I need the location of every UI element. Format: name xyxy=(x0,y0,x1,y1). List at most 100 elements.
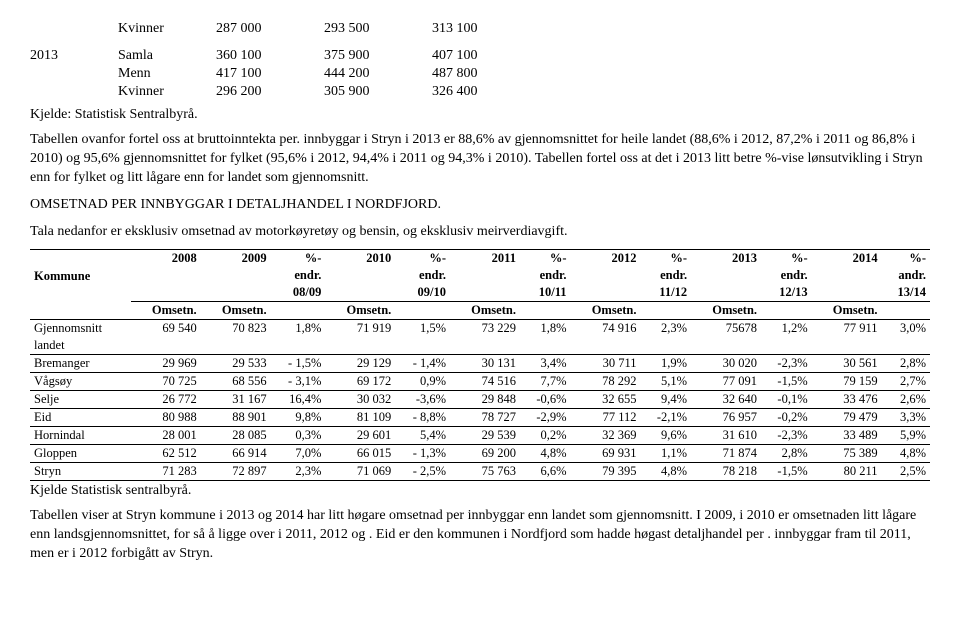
cell: - 2,5% xyxy=(395,463,450,481)
paragraph-1: Tabellen ovanfor fortel oss at bruttoinn… xyxy=(30,131,930,188)
cell: 375 900 xyxy=(324,38,432,65)
cell: 76 957 xyxy=(691,409,761,427)
cell: 77 112 xyxy=(571,409,641,427)
th: %- xyxy=(520,250,571,268)
row-name: Eid xyxy=(30,409,131,427)
cell: 80 211 xyxy=(812,463,882,481)
cell: 4,8% xyxy=(641,463,692,481)
th: 09/10 xyxy=(395,284,450,302)
cell: 78 218 xyxy=(691,463,761,481)
cell: 29 129 xyxy=(325,355,395,373)
cell: 29 533 xyxy=(201,355,271,373)
cell: -0,1% xyxy=(761,391,812,409)
th: 13/14 xyxy=(882,284,930,302)
cell xyxy=(30,83,118,101)
th: 12/13 xyxy=(761,284,812,302)
cell: Kvinner xyxy=(118,20,216,38)
cell: 1,9% xyxy=(641,355,692,373)
cell: 66 015 xyxy=(325,445,395,463)
cell: 66 914 xyxy=(201,445,271,463)
th: Omsetn. xyxy=(201,302,271,320)
th: 2009 xyxy=(201,250,271,268)
cell: 32 369 xyxy=(571,427,641,445)
cell: -1,5% xyxy=(761,463,812,481)
cell: 28 085 xyxy=(201,427,271,445)
cell: 32 655 xyxy=(571,391,641,409)
cell: 313 100 xyxy=(432,20,540,38)
cell: 79 395 xyxy=(571,463,641,481)
cell: 287 000 xyxy=(216,20,324,38)
cell: 71 874 xyxy=(691,445,761,463)
th: Omsetn. xyxy=(325,302,395,320)
cell: 77 911 xyxy=(812,320,882,338)
th: %- xyxy=(395,250,450,268)
cell: 68 556 xyxy=(201,373,271,391)
cell: 417 100 xyxy=(216,65,324,83)
th: endr. xyxy=(761,267,812,284)
cell: 2,8% xyxy=(882,355,930,373)
cell: 360 100 xyxy=(216,38,324,65)
cell: 5,9% xyxy=(882,427,930,445)
section-heading: OMSETNAD PER INNBYGGAR I DETALJHANDEL I … xyxy=(30,196,930,215)
cell: 29 848 xyxy=(450,391,520,409)
cell: 73 229 xyxy=(450,320,520,338)
cell: 6,6% xyxy=(520,463,571,481)
cell: 88 901 xyxy=(201,409,271,427)
cell: - 8,8% xyxy=(395,409,450,427)
th: %- xyxy=(641,250,692,268)
row-name: Bremanger xyxy=(30,355,131,373)
cell: - 1,5% xyxy=(271,355,326,373)
cell: 293 500 xyxy=(324,20,432,38)
row-name: Gloppen xyxy=(30,445,131,463)
row-name: Selje xyxy=(30,391,131,409)
cell: 326 400 xyxy=(432,83,540,101)
cell: 30 020 xyxy=(691,355,761,373)
cell: 30 711 xyxy=(571,355,641,373)
th: 10/11 xyxy=(520,284,571,302)
cell: 69 172 xyxy=(325,373,395,391)
cell: 74 516 xyxy=(450,373,520,391)
cell: 29 601 xyxy=(325,427,395,445)
cell: -1,5% xyxy=(761,373,812,391)
cell: 33 476 xyxy=(812,391,882,409)
cell: 2,5% xyxy=(882,463,930,481)
cell: 69 931 xyxy=(571,445,641,463)
cell: 71 069 xyxy=(325,463,395,481)
cell: 69 540 xyxy=(131,320,201,338)
cell: 2013 xyxy=(30,38,118,65)
cell: 1,5% xyxy=(395,320,450,338)
cell: 26 772 xyxy=(131,391,201,409)
th: 08/09 xyxy=(271,284,326,302)
cell: 2,6% xyxy=(882,391,930,409)
th: endr. xyxy=(395,267,450,284)
cell: 7,7% xyxy=(520,373,571,391)
cell: 487 800 xyxy=(432,65,540,83)
th: %- xyxy=(882,250,930,268)
cell: 30 561 xyxy=(812,355,882,373)
cell: 0,2% xyxy=(520,427,571,445)
cell xyxy=(30,65,118,83)
cell: 2,7% xyxy=(882,373,930,391)
cell: -2,3% xyxy=(761,355,812,373)
cell: 29 539 xyxy=(450,427,520,445)
cell: 80 988 xyxy=(131,409,201,427)
cell: 72 897 xyxy=(201,463,271,481)
th: Omsetn. xyxy=(131,302,201,320)
cell: Samla xyxy=(118,38,216,65)
cell: 70 725 xyxy=(131,373,201,391)
th: 2013 xyxy=(691,250,761,268)
cell: 7,0% xyxy=(271,445,326,463)
th: endr. xyxy=(641,267,692,284)
cell: 70 823 xyxy=(201,320,271,338)
th: 2012 xyxy=(571,250,641,268)
cell: -0,2% xyxy=(761,409,812,427)
cell: 29 969 xyxy=(131,355,201,373)
cell: 31 167 xyxy=(201,391,271,409)
row-name: Vågsøy xyxy=(30,373,131,391)
th: 2011 xyxy=(450,250,520,268)
paragraph-3: Tabellen viser at Stryn kommune i 2013 o… xyxy=(30,507,930,564)
th: Omsetn. xyxy=(571,302,641,320)
cell: 1,8% xyxy=(520,320,571,338)
cell: 79 159 xyxy=(812,373,882,391)
cell: 62 512 xyxy=(131,445,201,463)
